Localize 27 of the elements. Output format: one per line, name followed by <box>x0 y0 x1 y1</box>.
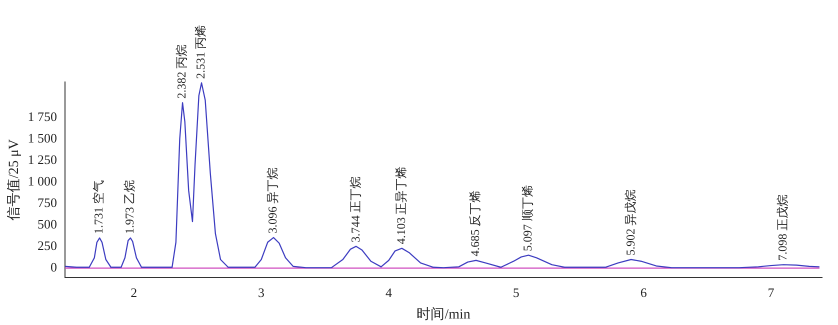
y-tick-label: 1 750 <box>28 108 58 124</box>
annotation: 1.973 乙烷 <box>122 180 137 234</box>
y-tick-label: 0 <box>50 260 58 275</box>
annotation: 4.685 反丁烯 <box>468 190 482 256</box>
x-tick-label: 7 <box>768 284 775 300</box>
x-tick-label: 2 <box>130 284 138 300</box>
annotation: 5.097 顺丁烯 <box>520 185 535 252</box>
y-tick-label: 500 <box>38 216 58 232</box>
x-axis-title: 时间/min <box>416 306 470 322</box>
annotation: 3.096 异丁烷 <box>266 168 280 234</box>
x-tick-label: 5 <box>512 284 520 300</box>
x-tick-label: 3 <box>258 284 265 300</box>
x-tick-label: 6 <box>640 284 648 300</box>
y-tick-label: 1 000 <box>28 173 58 188</box>
annotation: 2.531 丙烯 <box>194 24 208 79</box>
y-tick-label: 750 <box>38 194 58 210</box>
annotation: 4.103 正异丁烯 <box>394 166 408 244</box>
y-tick-label: 1 500 <box>28 130 58 146</box>
y-tick-label: 250 <box>38 238 58 253</box>
y-tick-label: 1 250 <box>28 152 58 167</box>
annotation: 3.744 正丁烷 <box>348 176 362 242</box>
annotation: 7.098 正戊烷 <box>776 194 790 261</box>
annotation: 2.382 丙烷 <box>174 44 189 99</box>
x-tick-label: 4 <box>385 284 392 300</box>
annotation: 5.902 异戊烷 <box>623 190 638 256</box>
annotation: 1.731 空气 <box>92 180 106 234</box>
y-axis-title: 信号值/25 μV <box>6 139 22 220</box>
